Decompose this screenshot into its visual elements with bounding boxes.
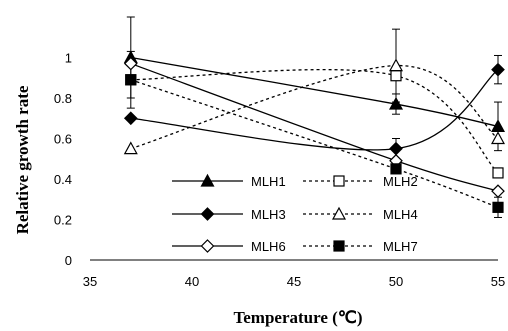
y-tick-label: 0.2 bbox=[54, 213, 72, 228]
marker-mlh1 bbox=[388, 96, 404, 110]
marker-mlh4 bbox=[388, 58, 404, 72]
series-line-mlh4 bbox=[130, 64, 499, 150]
x-tick-label: 40 bbox=[185, 274, 199, 289]
legend-label: MLH3 bbox=[251, 207, 286, 222]
series-line-mlh2 bbox=[130, 68, 499, 174]
legend-marker-mlh3 bbox=[200, 207, 215, 221]
y-axis-ticks: 0 0.2 0.4 0.6 0.8 1 bbox=[54, 51, 72, 269]
series-line-mlh1 bbox=[130, 56, 499, 127]
x-tick-label: 45 bbox=[287, 274, 301, 289]
series-line-mlh7 bbox=[130, 79, 499, 208]
y-tick-label: 1 bbox=[65, 51, 72, 66]
x-tick-label: 35 bbox=[83, 274, 97, 289]
marker-mlh7 bbox=[492, 201, 504, 213]
marker-mlh4 bbox=[490, 131, 506, 145]
series-line-mlh6 bbox=[130, 62, 499, 192]
marker-mlh2 bbox=[390, 70, 402, 82]
marker-mlh7 bbox=[390, 163, 402, 175]
marker-mlh3 bbox=[491, 62, 505, 77]
legend-item-mlh3: MLH3 bbox=[172, 207, 286, 222]
legend-item-mlh2: MLH2 bbox=[303, 174, 418, 189]
y-axis-title: Relative growth rate bbox=[13, 85, 32, 234]
series-lines bbox=[130, 56, 499, 208]
y-tick-label: 0 bbox=[65, 253, 72, 268]
x-axis-ticks: 35 40 45 50 55 bbox=[83, 274, 505, 289]
marker-mlh4 bbox=[123, 141, 138, 155]
marker-mlh7 bbox=[125, 74, 137, 86]
series-line-mlh3 bbox=[130, 69, 499, 151]
legend-label: MLH1 bbox=[251, 174, 286, 189]
x-axis-title: Temperature (℃) bbox=[233, 308, 362, 327]
legend-item-mlh6: MLH6 bbox=[172, 239, 286, 254]
x-tick-label: 55 bbox=[491, 274, 505, 289]
y-tick-label: 0.4 bbox=[54, 172, 72, 187]
y-tick-label: 0.6 bbox=[54, 132, 72, 147]
legend-marker-mlh7 bbox=[333, 240, 345, 252]
y-tick-label: 0.8 bbox=[54, 91, 72, 106]
legend-label: MLH6 bbox=[251, 239, 286, 254]
series-markers bbox=[123, 50, 506, 213]
legend-marker-mlh2 bbox=[333, 175, 345, 187]
legend-label: MLH4 bbox=[383, 207, 418, 222]
marker-mlh6 bbox=[491, 184, 505, 198]
legend-item-mlh1: MLH1 bbox=[172, 173, 286, 189]
legend-item-mlh7: MLH7 bbox=[303, 239, 418, 254]
x-tick-label: 50 bbox=[389, 274, 403, 289]
legend-item-mlh4: MLH4 bbox=[303, 206, 418, 222]
marker-mlh3 bbox=[123, 111, 138, 126]
legend-marker-mlh1 bbox=[200, 173, 215, 187]
legend-marker-mlh4 bbox=[331, 206, 347, 220]
legend-label: MLH7 bbox=[383, 239, 418, 254]
marker-mlh2 bbox=[492, 167, 504, 179]
legend: MLH1 MLH2 MLH3 MLH4 MLH6 MLH7 bbox=[172, 173, 418, 254]
legend-label: MLH2 bbox=[383, 174, 418, 189]
marker-mlh6 bbox=[123, 56, 138, 71]
marker-mlh3 bbox=[389, 141, 403, 156]
legend-marker-mlh6 bbox=[200, 239, 215, 253]
